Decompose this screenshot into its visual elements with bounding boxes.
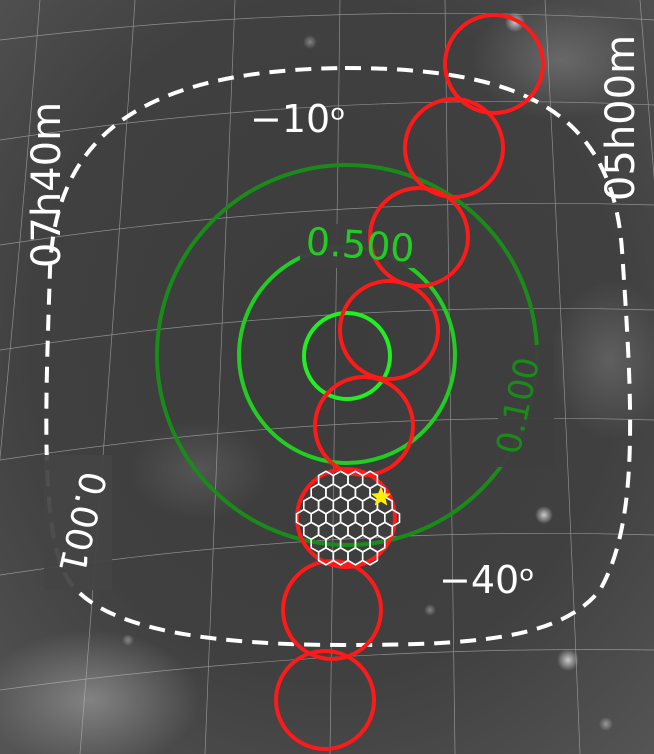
pointing-circle xyxy=(403,97,505,199)
pointing-circle xyxy=(443,13,545,115)
telescope-pointings xyxy=(274,13,545,751)
pointing-circle xyxy=(368,186,470,288)
contour-core xyxy=(302,311,392,401)
pointing-circle xyxy=(338,279,440,381)
hexagonal-tiles xyxy=(295,470,401,566)
hex-tile xyxy=(361,546,379,566)
dec-label-bottom: −40ᵒ xyxy=(439,558,535,602)
contour-0.001-dashed xyxy=(44,65,633,648)
pointing-circle xyxy=(274,649,376,751)
contour-label-0.500: 0.500 xyxy=(304,219,416,270)
yellow-star-icon xyxy=(370,486,392,506)
ra-label-left: 07h40m xyxy=(24,102,70,268)
ra-label-right: 05h00m xyxy=(598,35,644,201)
dec-label-top: −10ᵒ xyxy=(250,97,346,141)
